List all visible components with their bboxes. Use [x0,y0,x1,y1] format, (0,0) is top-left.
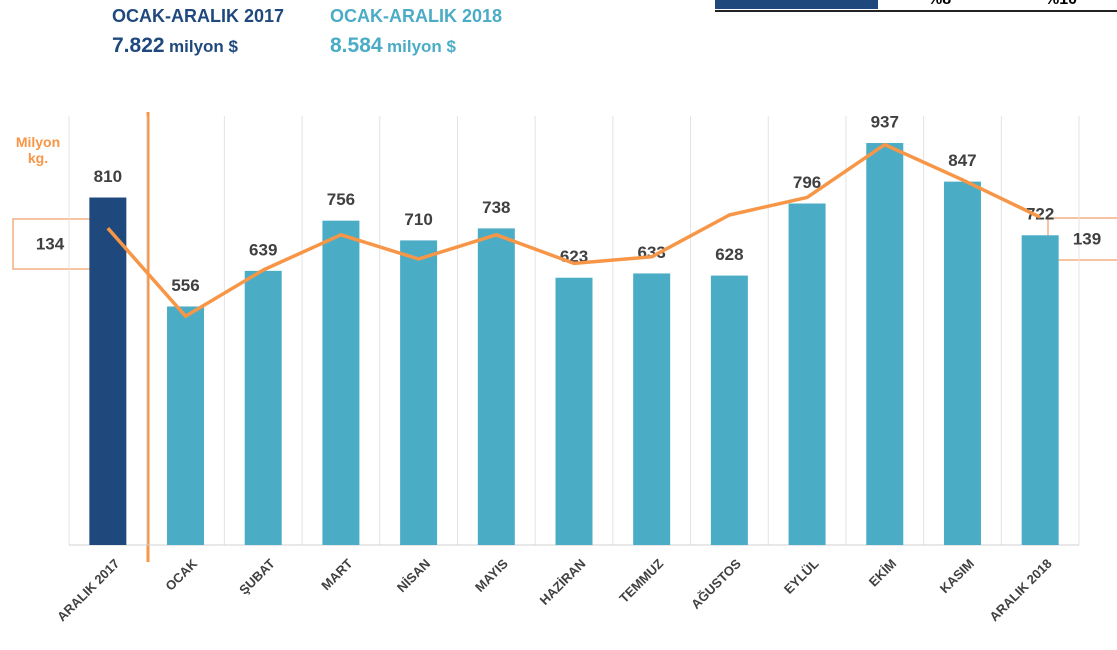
bar [633,273,671,545]
bar [1021,235,1059,545]
bar [477,228,515,545]
bar [322,220,360,545]
bar-label: 738 [482,198,510,217]
line-label: 134 [36,234,65,253]
bar [866,143,904,546]
bar-label: 756 [327,190,355,209]
bar [89,197,127,545]
bar [710,275,748,545]
y2-axis-label: Milyon kg. [15,134,61,166]
bar-label: 628 [715,245,743,264]
bar [943,181,981,545]
bar-label: 639 [249,240,277,259]
bar-label: 937 [871,113,899,132]
table-cell: %10 [1045,0,1077,9]
header-value: 8.584 milyon $ [330,34,456,58]
x-tick-label: KASIM [937,556,977,596]
line-label: 139 [1073,229,1101,248]
table-header [715,0,878,9]
bar-label: 847 [948,151,976,170]
bar-label: 710 [404,210,432,229]
x-tick-label: ARALIK 2017 [54,556,122,624]
x-tick-label: EYLÜL [781,556,822,597]
x-tick-label: HAZİRAN [537,556,589,608]
x-tick-label: ŞUBAT [236,556,278,598]
unit: milyon $ [387,37,456,56]
x-tick-label: NİSAN [394,556,433,595]
table-cell: %8 [928,0,951,9]
header-title: OCAK-ARALIK 2018 [330,6,503,26]
unit: milyon $ [169,37,238,56]
value: 7.822 [112,34,165,57]
bar [167,306,205,545]
line [106,142,1041,318]
header-value: 7.822 milyon $ [112,34,238,58]
bar-label: 796 [793,173,821,192]
bar [400,240,438,545]
x-tick-label: MART [318,556,355,593]
x-tick-label: EKİM [866,556,900,590]
bar [788,203,826,546]
x-tick-label: OCAK [162,556,200,594]
bar [244,270,282,545]
bar-label: 556 [171,276,199,295]
value: 8.584 [330,34,383,57]
x-tick-label: ARALIK 2018 [986,556,1054,624]
table-rule [715,10,1117,12]
bar-label: 810 [94,167,122,186]
x-tick-label: TEMMUZ [616,556,666,606]
x-tick-label: AĞUSTOS [688,556,744,612]
header-title: OCAK-ARALIK 2017 [112,6,285,26]
bar-label: 722 [1026,205,1054,224]
x-tick-label: MAYIS [472,556,511,595]
bar [555,277,593,545]
